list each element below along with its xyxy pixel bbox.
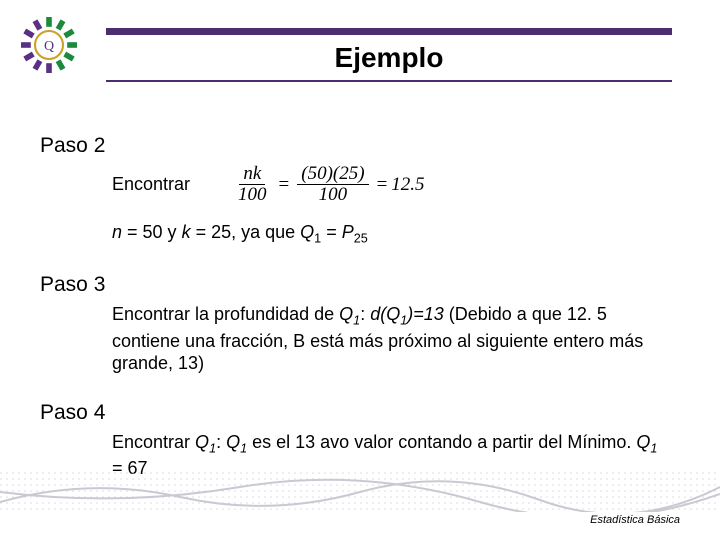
formula-den2: 100	[315, 185, 352, 205]
formula-result: 12.5	[391, 173, 424, 197]
svg-text:Q: Q	[44, 39, 54, 54]
q-var: Q	[195, 432, 209, 452]
step-3-label: Paso 3	[40, 273, 672, 297]
step-4-label: Paso 4	[40, 401, 672, 425]
footer-course-name: Estadística Básica	[590, 514, 680, 526]
step-3-body: Encontrar la profundidad de Q1: d(Q1)=13…	[112, 303, 672, 374]
n-var: n	[112, 222, 122, 242]
d-func: d(Q	[370, 304, 400, 324]
university-logo: Q	[14, 10, 84, 80]
q-sub: 1	[650, 441, 657, 455]
formula-num2: (50)(25)	[297, 164, 368, 185]
text-fragment: Encontrar	[112, 432, 195, 452]
d-result: )=13	[407, 304, 444, 324]
header-rule-thick	[106, 28, 672, 35]
slide: Q Ejemplo Paso 2 Encontrar nk 100 = (50)…	[0, 0, 720, 540]
content-area: Paso 2 Encontrar nk 100 = (50)(25) 100 =…	[40, 120, 672, 479]
q-var: Q	[339, 304, 353, 324]
step-2-label: Paso 2	[40, 134, 672, 158]
text-fragment: = 50 y	[122, 222, 182, 242]
step-2-formula: nk 100 = (50)(25) 100 = 12.5	[230, 164, 425, 205]
formula-num1: nk	[239, 164, 265, 185]
text-fragment: :	[360, 304, 370, 324]
k-var: k	[182, 222, 191, 242]
text-fragment: :	[216, 432, 226, 452]
step-2-lead: Encontrar	[112, 173, 190, 196]
text-fragment: Encontrar la profundidad de	[112, 304, 339, 324]
q-var: Q	[226, 432, 240, 452]
text-fragment: = 25, ya que	[191, 222, 301, 242]
text-fragment: =	[321, 222, 342, 242]
q-var: Q	[636, 432, 650, 452]
step-2-body: Encontrar nk 100 = (50)(25) 100 = 12.5	[112, 164, 672, 247]
q-var: Q	[300, 222, 314, 242]
slide-title: Ejemplo	[106, 42, 672, 74]
p-sub: 25	[354, 231, 368, 245]
step-2-line2: n = 50 y k = 25, ya que Q1 = P25	[112, 221, 672, 247]
formula-den1: 100	[234, 185, 271, 205]
header-rule-thin	[106, 80, 672, 82]
p-var: P	[342, 222, 354, 242]
text-fragment: es el 13 avo valor contando a partir del…	[247, 432, 636, 452]
footer-decoration	[0, 472, 720, 512]
